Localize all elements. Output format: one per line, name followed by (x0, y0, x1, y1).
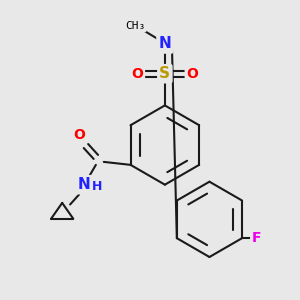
Text: N: N (158, 37, 171, 52)
Text: F: F (252, 231, 262, 245)
Text: O: O (187, 67, 199, 81)
Text: CH₃: CH₃ (125, 21, 145, 31)
Text: O: O (131, 67, 143, 81)
Text: S: S (159, 66, 170, 81)
Text: N: N (78, 177, 90, 192)
Text: O: O (73, 128, 85, 142)
Text: H: H (92, 180, 102, 193)
